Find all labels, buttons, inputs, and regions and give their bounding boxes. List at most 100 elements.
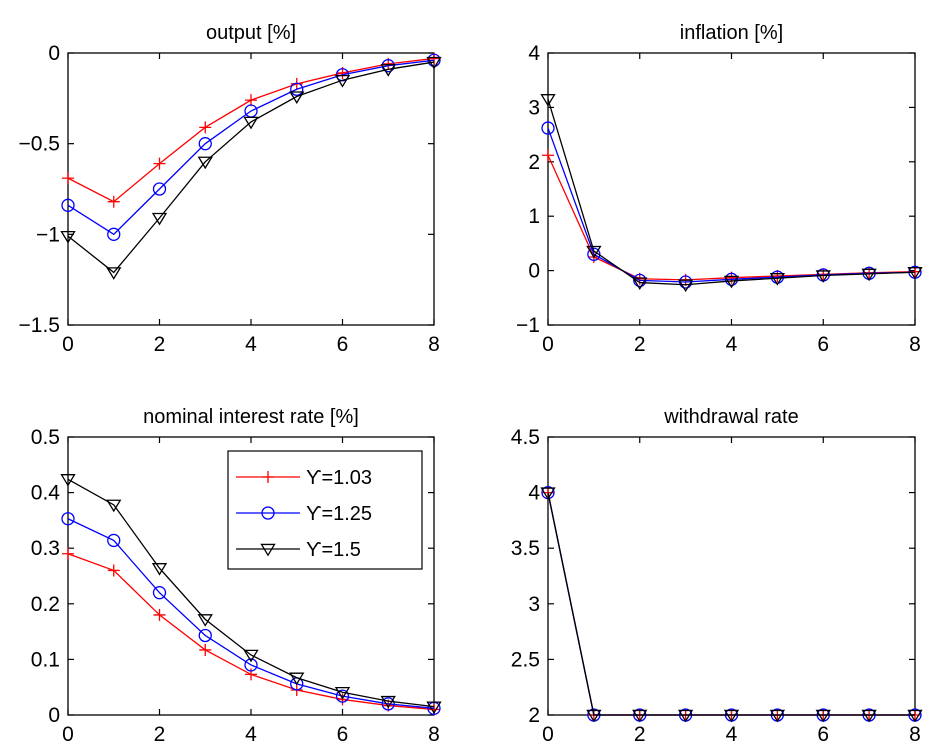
chart-title: withdrawal rate xyxy=(663,406,799,428)
x-tick-label: 4 xyxy=(245,723,257,746)
legend-marker xyxy=(260,543,276,557)
y-tick-label: 4.5 xyxy=(511,426,540,449)
chart-title: nominal interest rate [%] xyxy=(143,406,359,428)
data-point xyxy=(245,94,257,107)
data-point xyxy=(243,116,259,130)
x-tick-label: 4 xyxy=(726,333,738,356)
data-point xyxy=(380,695,396,709)
data-point xyxy=(426,701,442,715)
legend-label: ϒ=1.5 xyxy=(306,539,361,561)
data-point xyxy=(815,709,831,723)
data-point xyxy=(541,121,555,135)
data-point xyxy=(540,94,556,107)
data-point xyxy=(907,267,923,280)
x-tick-label: 6 xyxy=(337,723,349,746)
data-point xyxy=(677,709,694,723)
plot-area xyxy=(67,52,435,326)
legend-label: ϒ=1.03 xyxy=(306,467,372,489)
data-point xyxy=(586,245,602,259)
series-line-2 xyxy=(67,478,435,708)
legend: ϒ=1.03 ϒ=1.25 ϒ=1.5 xyxy=(227,450,423,570)
y-tick-label: −0.5 xyxy=(19,133,60,156)
data-point xyxy=(106,499,122,513)
x-tick-label: 8 xyxy=(428,723,440,746)
x-tick-label: 4 xyxy=(726,723,738,746)
data-point xyxy=(289,672,305,686)
y-tick-label: 0.5 xyxy=(31,426,60,449)
data-point xyxy=(334,687,351,700)
data-point xyxy=(60,474,76,487)
data-point xyxy=(542,149,554,162)
data-point xyxy=(290,82,304,96)
y-tick-label: −1 xyxy=(36,223,60,246)
data-point xyxy=(198,628,212,643)
data-point xyxy=(60,230,76,244)
x-tick-label: 4 xyxy=(245,333,257,356)
x-tick-label: 0 xyxy=(542,333,554,356)
data-point xyxy=(633,273,647,288)
y-tick-label: 3 xyxy=(528,96,540,119)
series-line-2 xyxy=(547,99,916,286)
data-point xyxy=(587,247,601,261)
data-point xyxy=(198,137,212,151)
data-point xyxy=(106,267,122,280)
data-point xyxy=(907,709,923,723)
data-point xyxy=(244,658,258,672)
x-tick-label: 2 xyxy=(154,333,166,356)
data-point xyxy=(197,156,213,170)
data-point xyxy=(107,564,120,577)
data-point xyxy=(586,709,602,723)
data-point xyxy=(152,586,167,600)
data-point xyxy=(334,75,351,88)
y-tick-label: 0.3 xyxy=(31,537,60,560)
x-tick-label: 8 xyxy=(909,723,921,746)
plot-area xyxy=(547,436,916,716)
data-point xyxy=(815,270,831,283)
data-point xyxy=(427,53,441,67)
chart-title: inflation [%] xyxy=(680,22,783,44)
data-point xyxy=(769,273,786,286)
y-tick-label: 0 xyxy=(48,42,60,65)
legend-marker xyxy=(261,506,275,520)
data-point xyxy=(723,709,740,723)
data-point xyxy=(61,198,75,212)
series-line-2 xyxy=(67,61,435,274)
plot-area xyxy=(547,52,916,326)
data-point xyxy=(335,689,350,703)
x-tick-label: 0 xyxy=(62,723,74,746)
legend-label: ϒ=1.25 xyxy=(306,503,372,525)
data-point xyxy=(724,272,739,286)
data-point xyxy=(153,157,166,170)
data-point xyxy=(426,56,442,70)
x-tick-label: 6 xyxy=(337,333,349,356)
y-tick-label: 3 xyxy=(528,593,540,616)
data-point xyxy=(861,709,877,723)
data-point xyxy=(199,121,212,134)
data-point xyxy=(61,512,75,526)
data-point xyxy=(151,212,168,226)
series-line-1 xyxy=(67,59,435,236)
y-tick-label: 1 xyxy=(528,205,540,228)
x-tick-label: 2 xyxy=(634,333,646,356)
x-tick-label: 0 xyxy=(62,333,74,356)
chart-title: output [%] xyxy=(206,22,296,44)
y-tick-label: 3.5 xyxy=(511,537,540,560)
data-point xyxy=(151,563,168,576)
x-tick-label: 2 xyxy=(154,723,166,746)
data-point xyxy=(107,533,121,548)
data-point xyxy=(770,270,785,284)
data-point xyxy=(153,608,166,621)
data-point xyxy=(632,709,648,723)
data-point xyxy=(197,614,213,627)
y-tick-label: −1.5 xyxy=(19,314,60,337)
x-tick-label: 6 xyxy=(817,723,829,746)
data-point xyxy=(769,709,786,723)
data-point xyxy=(677,279,694,293)
y-tick-label: 2.5 xyxy=(511,648,540,671)
data-point xyxy=(107,195,120,208)
data-point xyxy=(152,182,167,196)
interest-rate-panel: nominal interest rate [%] 0 2 4 6 8 0 0.1 0.2 0.3… xyxy=(31,406,442,746)
x-tick-label: 2 xyxy=(634,723,646,746)
x-tick-label: 6 xyxy=(817,333,829,356)
